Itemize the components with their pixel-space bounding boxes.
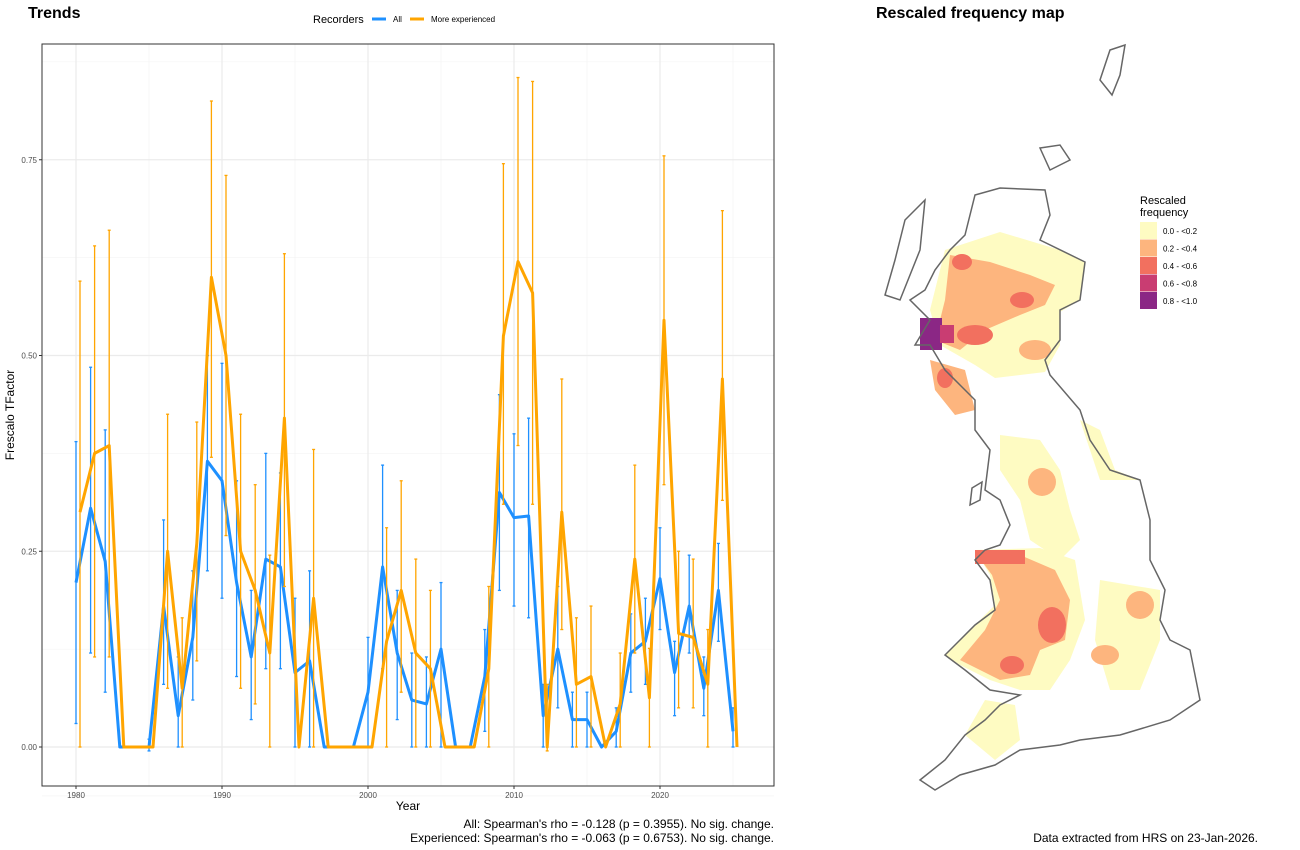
coastline-shetland bbox=[1099, 43, 1126, 97]
map-title: Rescaled frequency map bbox=[876, 5, 1065, 22]
legend-class-label: 0.2 - <0.4 bbox=[1163, 245, 1198, 254]
legend-swatch bbox=[1140, 239, 1157, 257]
cell-hotspot bbox=[975, 550, 1025, 564]
x-tick-label: 1990 bbox=[213, 791, 231, 800]
cell-region bbox=[930, 360, 975, 415]
legend-swatch bbox=[1140, 292, 1157, 309]
legend-swatch bbox=[1140, 257, 1157, 274]
cell-hotspot bbox=[952, 254, 972, 270]
cell-region-southwest bbox=[965, 700, 1020, 760]
cell-hotspot bbox=[1000, 656, 1024, 674]
frequency-cells bbox=[920, 232, 1160, 760]
x-tick-label: 2020 bbox=[651, 791, 669, 800]
coastline-orkney bbox=[1038, 144, 1072, 172]
series-more-experienced bbox=[78, 76, 739, 752]
legend-label-all: All bbox=[393, 15, 402, 24]
y-tick-label: 0.00 bbox=[21, 743, 37, 752]
legend-class-label: 0.4 - <0.6 bbox=[1163, 262, 1198, 271]
error-bar bbox=[706, 628, 710, 748]
error-bar bbox=[399, 480, 403, 693]
trend-line-all bbox=[74, 459, 735, 749]
error-bar bbox=[687, 554, 691, 654]
y-tick-label: 0.25 bbox=[21, 547, 37, 556]
legend-swatch bbox=[1140, 274, 1157, 292]
cell-region bbox=[1080, 420, 1140, 480]
coastline-isle-of-man bbox=[969, 480, 983, 507]
y-tick-label: 0.75 bbox=[21, 156, 37, 165]
stat-annotation-experienced: Experienced: Spearman's rho = -0.063 (p … bbox=[410, 831, 774, 845]
x-tick-label: 2010 bbox=[505, 791, 523, 800]
legend-class-label: 0.6 - <0.8 bbox=[1163, 280, 1198, 289]
cell-region bbox=[1000, 435, 1080, 560]
cell-hotspot bbox=[1010, 292, 1034, 308]
map-caption: Data extracted from HRS on 23-Jan-2026. bbox=[1033, 831, 1258, 845]
y-axis-label: Frescalo TFactor bbox=[3, 370, 17, 460]
axis-ticks: 0.00 0.25 0.50 0.75 1980 1990 2000 2010 2020 bbox=[21, 156, 669, 800]
chart-legend: Recorders All More experienced bbox=[313, 14, 495, 26]
map-legend-title: Rescaled bbox=[1140, 195, 1186, 207]
legend-label-experienced: More experienced bbox=[431, 15, 495, 24]
x-axis-label: Year bbox=[396, 799, 420, 813]
error-bar bbox=[78, 280, 82, 748]
map-legend: Rescaled frequency 0.0 - <0.2 0.2 - <0.4 0… bbox=[1140, 195, 1198, 309]
series-all bbox=[74, 354, 735, 752]
coastline-gb bbox=[908, 187, 1201, 791]
cell-region bbox=[960, 552, 1070, 680]
plot-marks bbox=[74, 76, 739, 752]
x-tick-label: 1980 bbox=[67, 791, 85, 800]
error-bar bbox=[107, 229, 111, 658]
chart-title: Trends bbox=[28, 5, 81, 22]
cell-hotspot bbox=[957, 325, 993, 345]
coastline-hebrides bbox=[884, 197, 926, 301]
x-tick-label: 2000 bbox=[359, 791, 377, 800]
legend-class-label: 0.8 - <1.0 bbox=[1163, 297, 1198, 306]
legend-swatch bbox=[1140, 222, 1157, 239]
map-legend-title: frequency bbox=[1140, 207, 1189, 219]
plot-panel-border bbox=[41, 43, 775, 787]
cell-hotspot bbox=[1038, 607, 1066, 643]
stat-annotation-all: All: Spearman's rho = -0.128 (p = 0.3955… bbox=[464, 817, 774, 831]
y-tick-label: 0.50 bbox=[21, 352, 37, 361]
error-bar bbox=[308, 570, 312, 748]
error-bar bbox=[560, 378, 564, 631]
error-bar bbox=[93, 245, 97, 658]
error-bar bbox=[720, 209, 724, 502]
map bbox=[884, 43, 1201, 791]
cell-hotspot-max bbox=[920, 318, 942, 350]
cell-region bbox=[1091, 645, 1119, 665]
cell-region bbox=[1028, 468, 1056, 496]
legend-class-label: 0.0 - <0.2 bbox=[1163, 227, 1198, 236]
trend-line-more-experienced bbox=[78, 260, 739, 749]
error-bar bbox=[512, 433, 516, 607]
legend-title: Recorders bbox=[313, 14, 364, 26]
cell-region-scotland-mid bbox=[935, 255, 1055, 350]
cell-region bbox=[1019, 340, 1051, 360]
cell-region bbox=[1126, 591, 1154, 619]
error-bar bbox=[673, 640, 677, 717]
error-bar bbox=[691, 558, 695, 709]
cell-hotspot bbox=[940, 325, 954, 343]
